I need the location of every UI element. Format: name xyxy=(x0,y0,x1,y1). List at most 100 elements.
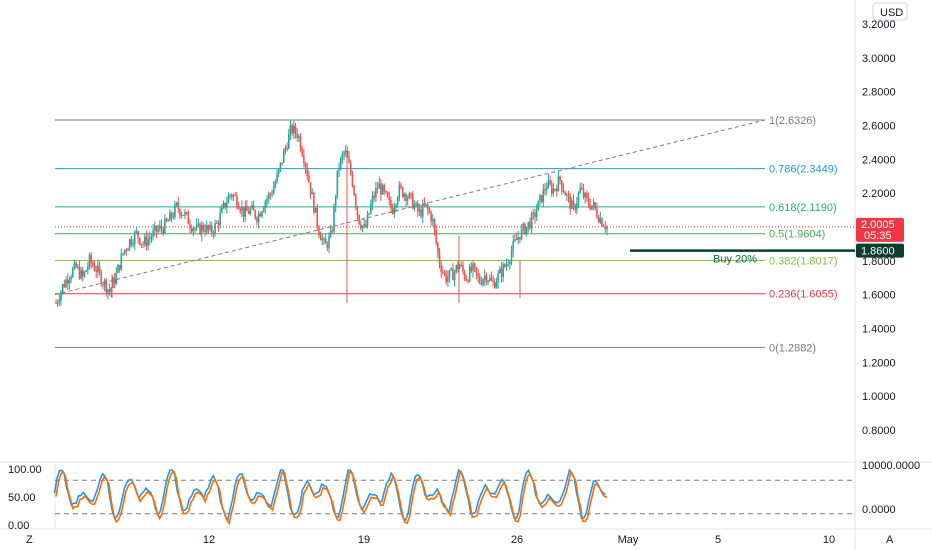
candle-body[interactable] xyxy=(602,225,605,227)
candle-body[interactable] xyxy=(492,280,494,283)
candle-body[interactable] xyxy=(542,189,545,203)
candle-body[interactable] xyxy=(81,269,84,277)
candle-body[interactable] xyxy=(388,197,391,200)
candle-body[interactable] xyxy=(557,176,560,192)
candle-body[interactable] xyxy=(80,269,82,279)
candle-body[interactable] xyxy=(373,195,376,198)
candle-body[interactable] xyxy=(155,225,158,232)
candle-body[interactable] xyxy=(252,205,255,211)
candle-body[interactable] xyxy=(562,189,565,192)
candle-body[interactable] xyxy=(145,237,148,246)
candle-body[interactable] xyxy=(271,193,273,195)
candle-body[interactable] xyxy=(137,231,139,238)
candle-body[interactable] xyxy=(174,204,176,217)
candle-body[interactable] xyxy=(408,193,411,198)
candle-body[interactable] xyxy=(180,214,183,216)
candle-body[interactable] xyxy=(353,185,355,196)
candle-body[interactable] xyxy=(85,270,87,272)
candle-body[interactable] xyxy=(264,201,267,209)
candle-body[interactable] xyxy=(274,182,277,187)
candle-body[interactable] xyxy=(401,187,404,197)
candle-body[interactable] xyxy=(306,167,309,176)
candle-body[interactable] xyxy=(482,279,484,285)
candle-body[interactable] xyxy=(113,277,116,284)
candle-body[interactable] xyxy=(361,225,364,229)
candle-body[interactable] xyxy=(505,264,508,267)
candle-body[interactable] xyxy=(515,239,518,241)
candle-body[interactable] xyxy=(540,195,543,203)
candle-body[interactable] xyxy=(435,229,437,243)
candle-body[interactable] xyxy=(170,212,173,218)
candle-body[interactable] xyxy=(249,208,252,214)
candle-body[interactable] xyxy=(164,218,166,234)
candle-body[interactable] xyxy=(210,225,213,233)
candle-body[interactable] xyxy=(120,254,123,270)
candle-body[interactable] xyxy=(410,193,412,195)
trend-line[interactable] xyxy=(54,119,766,296)
candle-body[interactable] xyxy=(76,266,79,268)
candle-body[interactable] xyxy=(257,214,260,223)
candle-body[interactable] xyxy=(365,224,367,228)
candle-body[interactable] xyxy=(403,194,406,197)
candle-body[interactable] xyxy=(73,262,76,269)
candle-body[interactable] xyxy=(475,267,478,274)
candle-body[interactable] xyxy=(530,213,533,229)
candle-body[interactable] xyxy=(356,206,359,215)
candle-body[interactable] xyxy=(537,200,540,211)
candle-body[interactable] xyxy=(555,188,558,192)
candle-body[interactable] xyxy=(133,232,136,245)
candle-body[interactable] xyxy=(215,222,218,224)
candle-body[interactable] xyxy=(415,202,417,205)
candle-body[interactable] xyxy=(324,238,327,244)
candle-body[interactable] xyxy=(351,173,354,186)
candle-body[interactable] xyxy=(519,237,521,240)
candle-body[interactable] xyxy=(147,239,149,246)
candle-body[interactable] xyxy=(329,230,332,237)
candle-body[interactable] xyxy=(485,275,488,282)
candle-body[interactable] xyxy=(495,282,498,288)
candle-body[interactable] xyxy=(500,268,503,277)
candle-body[interactable] xyxy=(333,206,335,232)
candle-body[interactable] xyxy=(386,192,389,198)
candle-body[interactable] xyxy=(261,211,263,217)
candle-body[interactable] xyxy=(107,289,109,293)
candle-body[interactable] xyxy=(473,263,476,268)
candle-body[interactable] xyxy=(66,279,69,284)
candle-body[interactable] xyxy=(105,280,108,293)
candle-body[interactable] xyxy=(582,189,585,198)
candle-body[interactable] xyxy=(344,150,347,153)
candle-body[interactable] xyxy=(416,202,419,212)
candle-body[interactable] xyxy=(179,209,181,216)
candle-body[interactable] xyxy=(112,277,114,288)
candle-body[interactable] xyxy=(65,279,67,287)
candle-body[interactable] xyxy=(200,225,203,235)
candle-body[interactable] xyxy=(606,226,608,230)
candle-body[interactable] xyxy=(534,212,536,218)
candle-body[interactable] xyxy=(75,262,77,268)
candle-body[interactable] xyxy=(234,195,237,197)
candle-body[interactable] xyxy=(287,133,290,149)
candle-body[interactable] xyxy=(286,147,288,149)
candle-body[interactable] xyxy=(128,239,131,249)
candle-body[interactable] xyxy=(426,204,429,210)
candle-body[interactable] xyxy=(597,217,600,223)
zoom-button[interactable]: Z xyxy=(26,534,33,546)
candle-body[interactable] xyxy=(154,225,156,231)
candle-body[interactable] xyxy=(343,152,345,155)
candle-body[interactable] xyxy=(472,263,474,272)
candle-body[interactable] xyxy=(539,195,541,201)
candle-body[interactable] xyxy=(514,239,516,241)
candle-body[interactable] xyxy=(61,284,64,292)
candle-body[interactable] xyxy=(421,203,424,217)
candle-body[interactable] xyxy=(395,204,397,209)
candle-body[interactable] xyxy=(276,174,278,183)
candle-body[interactable] xyxy=(336,170,339,197)
candle-body[interactable] xyxy=(406,197,409,201)
candle-body[interactable] xyxy=(483,275,486,280)
candle-body[interactable] xyxy=(192,228,195,232)
candle-body[interactable] xyxy=(199,223,201,235)
candle-body[interactable] xyxy=(604,226,607,230)
candle-body[interactable] xyxy=(103,280,106,285)
candle-body[interactable] xyxy=(411,193,414,209)
candle-body[interactable] xyxy=(480,282,483,285)
